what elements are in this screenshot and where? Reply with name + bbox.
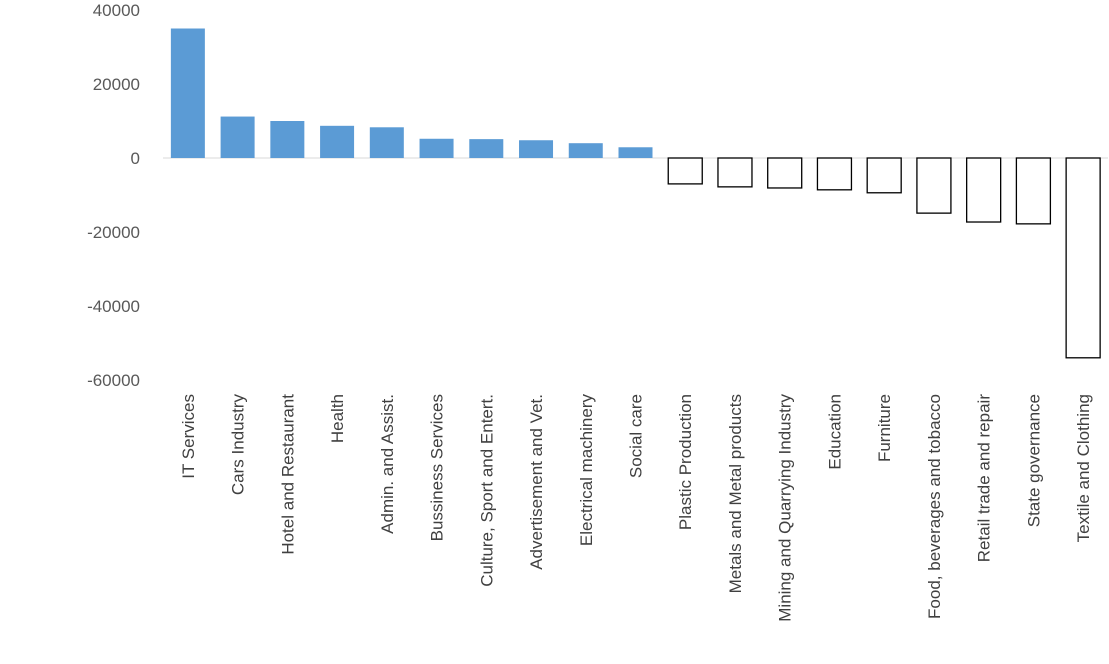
- category-label: Electrical machinery: [577, 394, 596, 547]
- bar: [469, 139, 504, 158]
- bars: [170, 28, 1101, 359]
- category-labels: IT Services Cars Industry Hotel and Restau…: [179, 394, 1093, 622]
- category-label: Advertisement and Vet.: [527, 394, 546, 570]
- bar: [667, 157, 703, 185]
- category-label: Metals and Metal products: [726, 394, 745, 593]
- bar: [320, 125, 355, 158]
- bar: [966, 157, 1002, 223]
- category-label: IT Services: [179, 394, 198, 479]
- category-label: Bussiness Services: [428, 394, 447, 541]
- bar: [767, 157, 803, 189]
- category-label: Social care: [627, 394, 646, 478]
- y-tick-label: -60000: [87, 371, 140, 390]
- category-label: Education: [825, 394, 844, 470]
- y-tick-label: 40000: [93, 1, 140, 20]
- category-label: State governance: [1024, 394, 1043, 527]
- category-label: Retail trade and repair: [975, 394, 994, 563]
- category-label: Textile and Clothing: [1074, 394, 1093, 542]
- bar: [717, 157, 753, 188]
- category-label: Plastic Production: [676, 394, 695, 530]
- bar: [816, 157, 853, 191]
- bar: [170, 28, 205, 158]
- category-label: Mining and Quarrying Industry: [776, 394, 795, 622]
- y-tick-label: 20000: [93, 75, 140, 94]
- bar: [1015, 157, 1052, 225]
- y-axis: 40000 20000 0 -20000 -40000 -60000: [87, 1, 140, 390]
- bar: [419, 138, 454, 158]
- bar: [916, 157, 952, 214]
- category-label: Culture, Sport and Entert.: [477, 394, 496, 587]
- y-tick-label: -40000: [87, 297, 140, 316]
- bar: [618, 147, 653, 158]
- y-tick-label: -20000: [87, 223, 140, 242]
- category-label: Furniture: [875, 394, 894, 462]
- category-label: Health: [328, 394, 347, 443]
- bar: [270, 121, 305, 158]
- bar: [568, 143, 603, 158]
- category-label: Food, beverages and tobacco: [925, 394, 944, 619]
- bar: [866, 157, 902, 194]
- category-label: Hotel and Restaurant: [278, 394, 297, 555]
- category-label: Cars Industry: [229, 394, 248, 496]
- bar: [369, 127, 404, 158]
- y-tick-label: 0: [131, 149, 140, 168]
- bar: [519, 140, 554, 158]
- category-label: Admin. and Assist.: [378, 394, 397, 534]
- bar: [220, 116, 255, 158]
- bar: [1065, 157, 1101, 359]
